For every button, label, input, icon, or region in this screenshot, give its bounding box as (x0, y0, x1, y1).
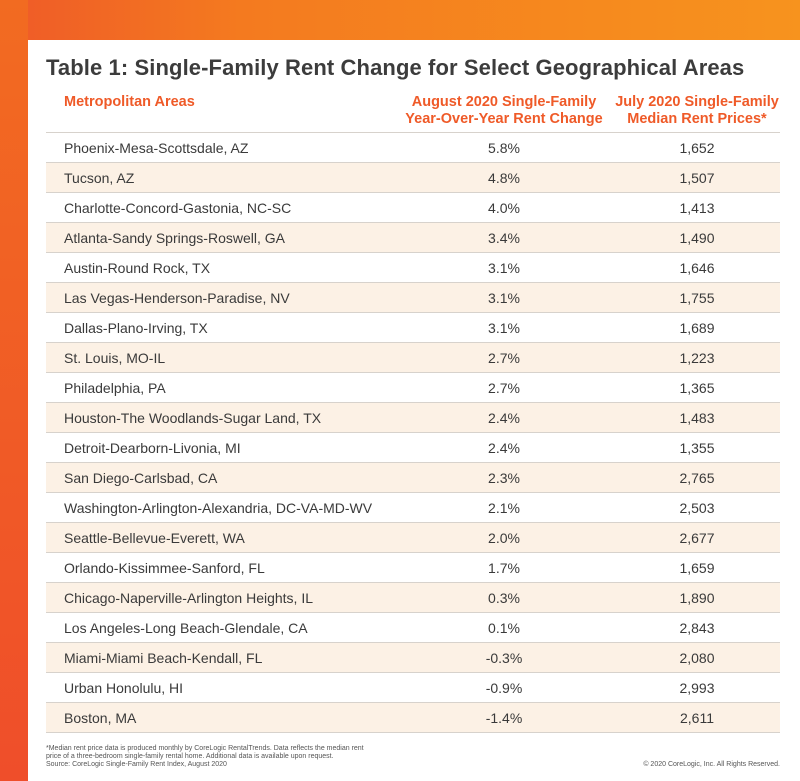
table-row: Chicago-Naperville-Arlington Heights, IL… (46, 582, 780, 613)
cell-metropolitan-area: Boston, MA (46, 702, 394, 733)
cell-median-rent: 1,365 (614, 372, 780, 403)
cell-median-rent: 1,659 (614, 552, 780, 583)
table-row: Tucson, AZ 4.8% 1,507 (46, 162, 780, 193)
cell-median-rent: 1,755 (614, 282, 780, 313)
cell-rent-change: 2.4% (394, 402, 614, 433)
cell-median-rent: 1,689 (614, 312, 780, 343)
cell-median-rent: 2,611 (614, 702, 780, 733)
table-row: Austin-Round Rock, TX 3.1% 1,646 (46, 252, 780, 283)
table-row: Urban Honolulu, HI -0.9% 2,993 (46, 672, 780, 703)
cell-rent-change: 2.7% (394, 372, 614, 403)
table-body: Phoenix-Mesa-Scottsdale, AZ 5.8% 1,652 Tucs… (46, 132, 780, 733)
header-price-line2: Median Rent Prices* (627, 111, 767, 127)
cell-rent-change: 2.3% (394, 462, 614, 493)
footnote-source: Source: CoreLogic Single-Family Rent Ind… (46, 761, 227, 768)
table-row: Detroit-Dearborn-Livonia, MI 2.4% 1,355 (46, 432, 780, 463)
table-row: Houston-The Woodlands-Sugar Land, TX 2.4%… (46, 402, 780, 433)
footnote-line-1: *Median rent price data is produced mont… (46, 745, 364, 752)
table-row: Washington-Arlington-Alexandria, DC-VA-M… (46, 492, 780, 523)
table-row: Phoenix-Mesa-Scottsdale, AZ 5.8% 1,652 (46, 132, 780, 163)
cell-rent-change: 5.8% (394, 132, 614, 163)
cell-metropolitan-area: Urban Honolulu, HI (46, 672, 394, 703)
header-change-line2: Year-Over-Year Rent Change (405, 111, 603, 127)
cell-rent-change: 2.0% (394, 522, 614, 553)
cell-median-rent: 1,490 (614, 222, 780, 253)
copyright-notice: © 2020 CoreLogic, Inc. All Rights Reserv… (643, 761, 780, 768)
table-row: Las Vegas-Henderson-Paradise, NV 3.1% 1,75… (46, 282, 780, 313)
cell-rent-change: -0.3% (394, 642, 614, 673)
cell-rent-change: 0.1% (394, 612, 614, 643)
table-row: Philadelphia, PA 2.7% 1,365 (46, 372, 780, 403)
cell-median-rent: 2,993 (614, 672, 780, 703)
cell-median-rent: 1,355 (614, 432, 780, 463)
cell-median-rent: 2,843 (614, 612, 780, 643)
cell-median-rent: 1,646 (614, 252, 780, 283)
header-change-line1: August 2020 Single-Family (411, 94, 597, 110)
cell-metropolitan-area: Miami-Miami Beach-Kendall, FL (46, 642, 394, 673)
cell-metropolitan-area: Austin-Round Rock, TX (46, 252, 394, 283)
table-row: Dallas-Plano-Irving, TX 3.1% 1,689 (46, 312, 780, 343)
footnote-line-2: price of a three-bedroom single-family r… (46, 753, 334, 760)
cell-median-rent: 2,765 (614, 462, 780, 493)
table-row: Orlando-Kissimmee-Sanford, FL 1.7% 1,659 (46, 552, 780, 583)
table-row: Miami-Miami Beach-Kendall, FL -0.3% 2,080 (46, 642, 780, 673)
cell-rent-change: 3.1% (394, 282, 614, 313)
header-price-line1: July 2020 Single-Family (615, 94, 779, 110)
cell-rent-change: 3.1% (394, 252, 614, 283)
cell-rent-change: 2.1% (394, 492, 614, 523)
cell-metropolitan-area: Los Angeles-Long Beach-Glendale, CA (46, 612, 394, 643)
cell-rent-change: 3.1% (394, 312, 614, 343)
top-decorative-band (0, 0, 800, 40)
cell-median-rent: 2,677 (614, 522, 780, 553)
cell-metropolitan-area: Seattle-Bellevue-Everett, WA (46, 522, 394, 553)
rent-table: Metropolitan Areas August 2020 Single-Fa… (46, 94, 780, 733)
cell-metropolitan-area: Orlando-Kissimmee-Sanford, FL (46, 552, 394, 583)
table-row: Boston, MA -1.4% 2,611 (46, 702, 780, 733)
table-title: Table 1: Single-Family Rent Change for S… (46, 55, 745, 80)
footnote: *Median rent price data is produced mont… (46, 745, 466, 769)
header-median-rent: July 2020 Single-Family Median Rent Pric… (614, 94, 780, 133)
table-header-row: Metropolitan Areas August 2020 Single-Fa… (46, 94, 780, 133)
cell-metropolitan-area: Tucson, AZ (46, 162, 394, 193)
cell-metropolitan-area: Phoenix-Mesa-Scottsdale, AZ (46, 132, 394, 163)
cell-median-rent: 2,080 (614, 642, 780, 673)
cell-metropolitan-area: Charlotte-Concord-Gastonia, NC-SC (46, 192, 394, 223)
cell-rent-change: 4.8% (394, 162, 614, 193)
cell-rent-change: -1.4% (394, 702, 614, 733)
table-row: Los Angeles-Long Beach-Glendale, CA 0.1% 2… (46, 612, 780, 643)
cell-rent-change: 1.7% (394, 552, 614, 583)
header-area-label: Metropolitan Areas (64, 94, 195, 110)
cell-metropolitan-area: Detroit-Dearborn-Livonia, MI (46, 432, 394, 463)
cell-rent-change: 2.4% (394, 432, 614, 463)
table-row: Seattle-Bellevue-Everett, WA 2.0% 2,677 (46, 522, 780, 553)
cell-metropolitan-area: St. Louis, MO-IL (46, 342, 394, 373)
cell-median-rent: 1,413 (614, 192, 780, 223)
cell-rent-change: 0.3% (394, 582, 614, 613)
left-decorative-band (0, 0, 28, 781)
table-row: San Diego-Carlsbad, CA 2.3% 2,765 (46, 462, 780, 493)
cell-median-rent: 1,507 (614, 162, 780, 193)
cell-metropolitan-area: Dallas-Plano-Irving, TX (46, 312, 394, 343)
cell-metropolitan-area: Philadelphia, PA (46, 372, 394, 403)
cell-median-rent: 1,652 (614, 132, 780, 163)
cell-metropolitan-area: Atlanta-Sandy Springs-Roswell, GA (46, 222, 394, 253)
cell-median-rent: 1,890 (614, 582, 780, 613)
header-metropolitan-areas: Metropolitan Areas (46, 94, 394, 133)
cell-median-rent: 1,223 (614, 342, 780, 373)
cell-metropolitan-area: Washington-Arlington-Alexandria, DC-VA-M… (46, 492, 394, 523)
table-row: St. Louis, MO-IL 2.7% 1,223 (46, 342, 780, 373)
cell-metropolitan-area: Chicago-Naperville-Arlington Heights, IL (46, 582, 394, 613)
cell-metropolitan-area: Las Vegas-Henderson-Paradise, NV (46, 282, 394, 313)
cell-metropolitan-area: Houston-The Woodlands-Sugar Land, TX (46, 402, 394, 433)
table-row: Atlanta-Sandy Springs-Roswell, GA 3.4% 1,4… (46, 222, 780, 253)
cell-median-rent: 1,483 (614, 402, 780, 433)
cell-rent-change: 2.7% (394, 342, 614, 373)
cell-median-rent: 2,503 (614, 492, 780, 523)
header-rent-change: August 2020 Single-Family Year-Over-Year… (394, 94, 614, 133)
cell-metropolitan-area: San Diego-Carlsbad, CA (46, 462, 394, 493)
cell-rent-change: 4.0% (394, 192, 614, 223)
table-row: Charlotte-Concord-Gastonia, NC-SC 4.0% 1,4… (46, 192, 780, 223)
cell-rent-change: -0.9% (394, 672, 614, 703)
cell-rent-change: 3.4% (394, 222, 614, 253)
